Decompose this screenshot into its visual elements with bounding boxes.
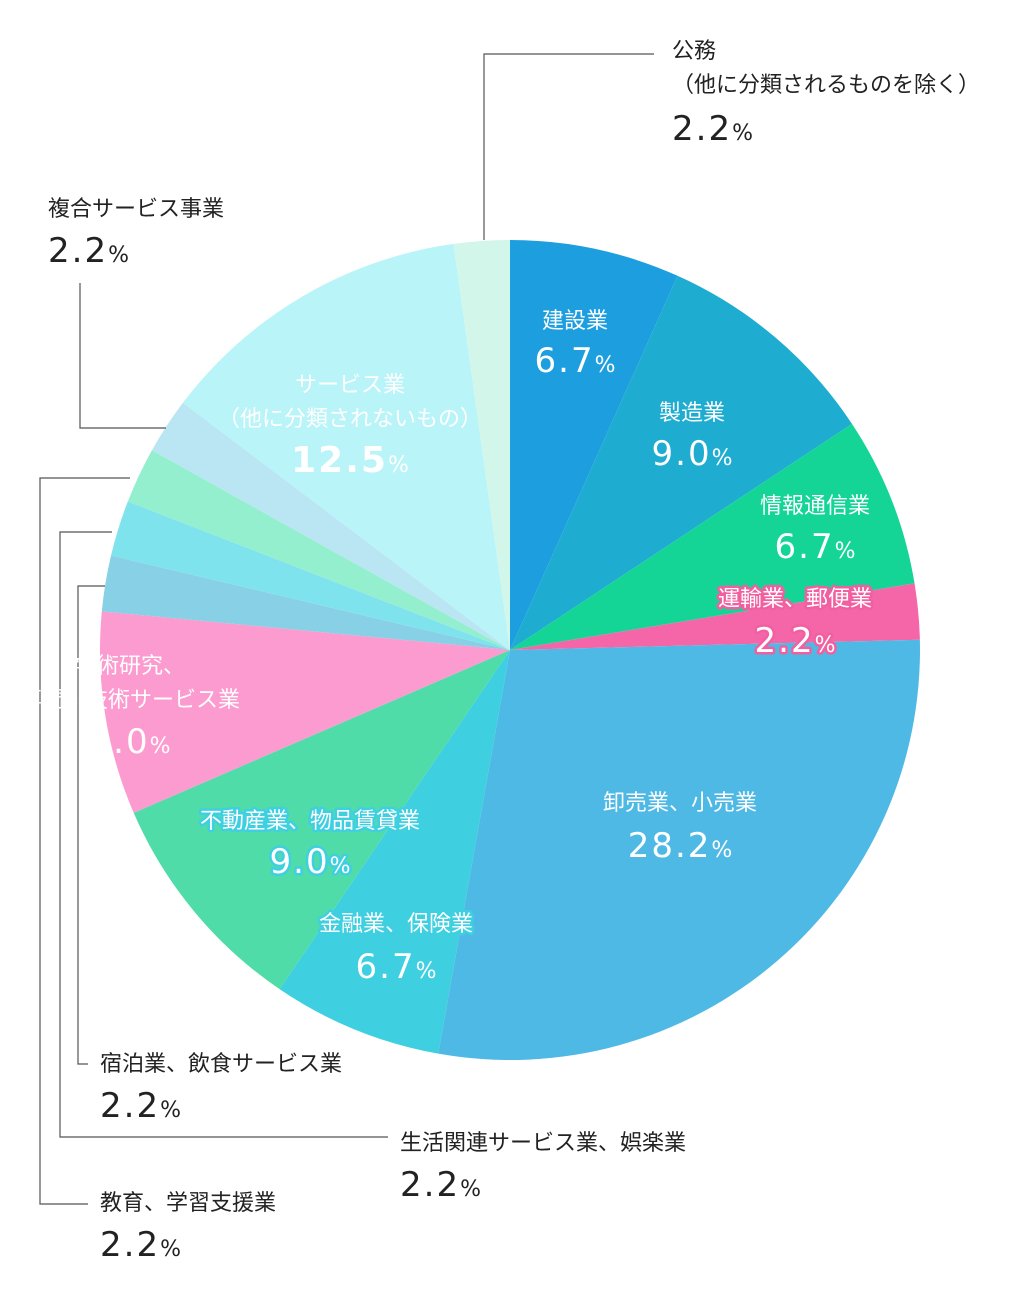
slice-label-13-line-0: 公務 xyxy=(672,39,716,64)
slice-value-1: 9.0% xyxy=(652,434,733,474)
slice-label-8: 宿泊業、飲食サービス業 xyxy=(100,1052,342,1077)
slice-value-2: 6.7% xyxy=(775,527,856,567)
pie-slice-7 xyxy=(100,611,511,813)
slice-value-unit-4: % xyxy=(711,838,732,863)
slice-value-number-5: 6.7 xyxy=(356,947,416,987)
slice-value-number-3: 2.2 xyxy=(755,621,815,661)
slice-value-5: 6.7% xyxy=(356,947,437,987)
leader-line-11 xyxy=(79,283,166,429)
pie-slice-2 xyxy=(510,423,915,650)
slice-value-12: 12.5% xyxy=(291,440,409,481)
slice-label-0: 建設業 xyxy=(542,309,608,334)
slice-value-13: 2.2% xyxy=(672,109,753,149)
slice-value-unit-2: % xyxy=(835,539,856,564)
slice-value-number-11: 2.2 xyxy=(48,231,108,271)
leader-line-13 xyxy=(483,53,654,240)
slice-value-3: 2.2% xyxy=(755,621,836,661)
slice-value-9: 2.2% xyxy=(400,1165,481,1205)
slice-value-unit-1: % xyxy=(712,446,733,471)
slice-label-9: 生活関連サービス業、娯楽業 xyxy=(400,1131,686,1156)
slice-value-number-9: 2.2 xyxy=(400,1165,460,1205)
pie-slice-1 xyxy=(510,275,852,650)
slice-label-7-line-0: 学術研究、 xyxy=(75,654,185,679)
leader-line-10 xyxy=(39,477,130,1205)
slice-value-number-6: 9.0 xyxy=(270,842,330,882)
slice-label-7-line-1: 専門・技術サービス業 xyxy=(20,688,240,713)
pie-slice-0 xyxy=(510,240,678,650)
pie-slice-9 xyxy=(111,501,510,650)
pie-slice-11 xyxy=(151,402,510,650)
slice-value-unit-11: % xyxy=(108,243,129,268)
pie-slice-10 xyxy=(127,450,510,650)
slice-value-8: 2.2% xyxy=(100,1086,181,1126)
pie-slice-13 xyxy=(453,240,510,650)
slice-label-5: 金融業、保険業 xyxy=(319,912,473,937)
leader-line-9 xyxy=(59,531,388,1138)
slice-value-unit-6: % xyxy=(330,854,351,879)
slice-value-number-12: 12.5 xyxy=(291,440,388,481)
pie-slice-8 xyxy=(101,555,510,650)
slice-value-number-1: 9.0 xyxy=(652,434,712,474)
slice-value-unit-9: % xyxy=(460,1177,481,1202)
slice-value-unit-8: % xyxy=(160,1098,181,1123)
slice-value-unit-12: % xyxy=(388,453,409,478)
slice-label-6: 不動産業、物品賃貸業 xyxy=(200,809,420,834)
slice-label-4: 卸売業、小売業 xyxy=(603,791,757,816)
slice-value-unit-3: % xyxy=(815,633,836,658)
slice-value-unit-5: % xyxy=(416,959,437,984)
slice-value-number-10: 2.2 xyxy=(100,1225,160,1265)
slice-value-4: 28.2% xyxy=(628,826,733,866)
slice-value-number-13: 2.2 xyxy=(672,109,732,149)
pie-slice-5 xyxy=(279,650,510,1054)
pie-slices xyxy=(100,240,920,1060)
slice-value-6: 9.0% xyxy=(270,842,351,882)
slice-label-3: 運輸業、郵便業 xyxy=(718,587,872,612)
slice-label-11: 複合サービス事業 xyxy=(48,197,224,222)
slice-label-1: 製造業 xyxy=(659,401,725,426)
slice-label-12-line-0: サービス業 xyxy=(295,373,405,398)
slice-value-number-4: 28.2 xyxy=(628,826,712,866)
slice-value-number-2: 6.7 xyxy=(775,527,835,567)
slice-value-unit-7: % xyxy=(150,734,171,759)
slice-value-0: 6.7% xyxy=(535,341,616,381)
slice-value-7: 8.0% xyxy=(90,722,171,762)
slice-labels: 建設業 6.7% 製造業 9.0% 情報通信業 6.7% 運輸業、郵便業 2.2% 卸売業、小売… xyxy=(20,39,980,1265)
slice-label-10: 教育、学習支援業 xyxy=(100,1191,276,1216)
slice-value-number-0: 6.7 xyxy=(535,341,595,381)
pie-slice-3 xyxy=(510,583,920,650)
leader-line-8 xyxy=(77,585,105,1065)
slice-value-unit-10: % xyxy=(160,1237,181,1262)
leader-lines xyxy=(39,53,654,1205)
slice-label-12-line-1: （他に分類されないもの） xyxy=(218,407,482,432)
slice-value-unit-0: % xyxy=(595,353,616,378)
slice-value-11: 2.2% xyxy=(48,231,129,271)
pie-slice-12 xyxy=(182,243,510,650)
slice-label-13-line-1: （他に分類されるものを除く） xyxy=(672,73,980,98)
slice-value-unit-13: % xyxy=(732,121,753,146)
slice-value-10: 2.2% xyxy=(100,1225,181,1265)
slice-value-number-8: 2.2 xyxy=(100,1086,160,1126)
pie-slice-6 xyxy=(133,650,510,990)
slice-value-number-7: 8.0 xyxy=(90,722,150,762)
pie-slice-4 xyxy=(438,639,920,1060)
slice-label-2: 情報通信業 xyxy=(760,494,870,519)
